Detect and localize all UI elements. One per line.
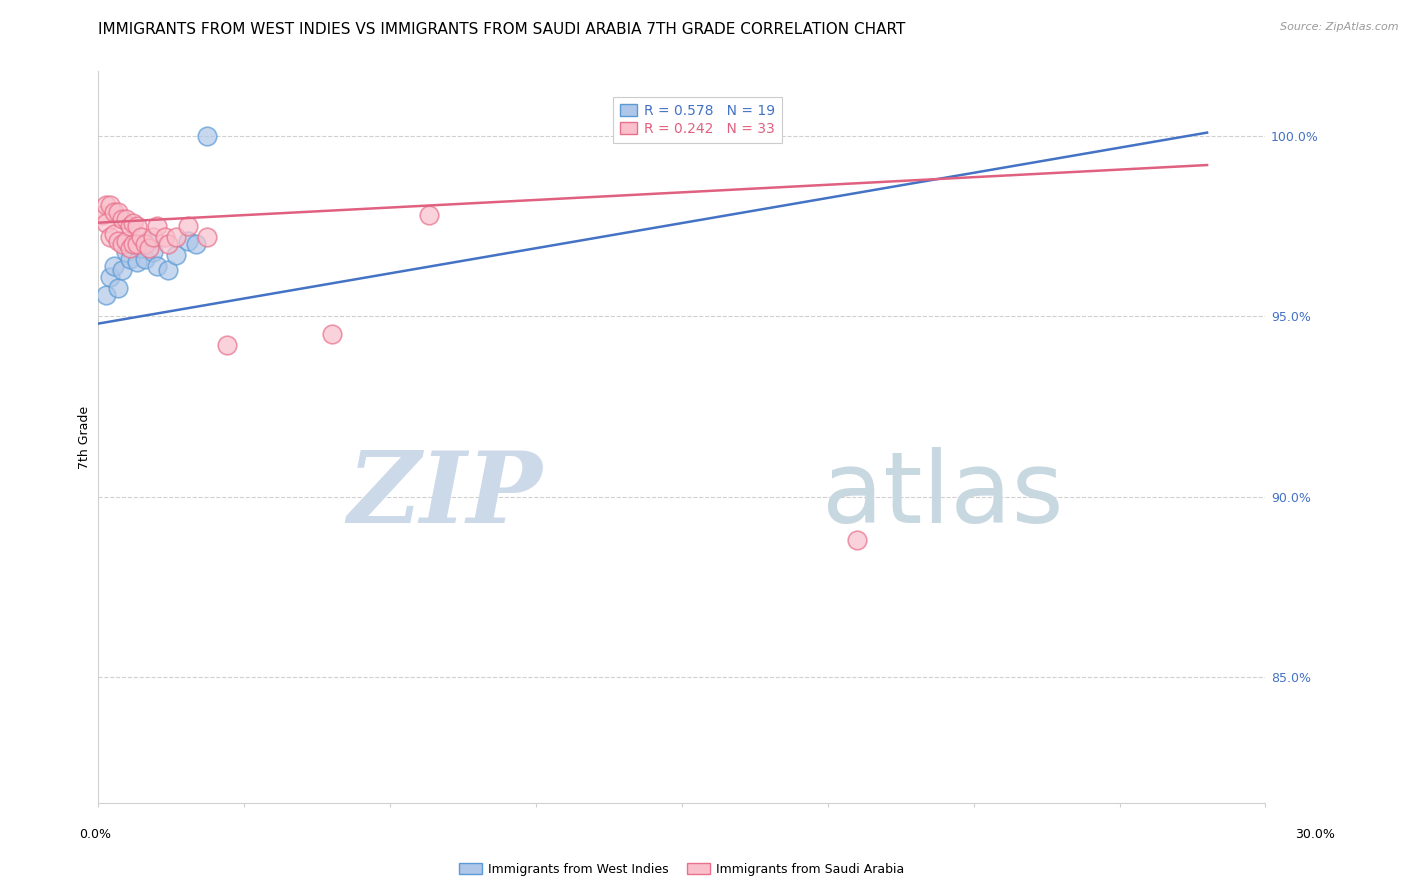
Text: Source: ZipAtlas.com: Source: ZipAtlas.com [1281,22,1399,32]
Point [118,252,141,266]
Point [184,237,207,252]
Point [142,230,165,244]
Point [165,230,187,244]
Point [107,280,129,294]
Point [98,269,121,284]
Point [127,255,149,269]
Point [846,533,869,547]
Point [153,230,176,244]
Point [146,219,169,234]
Point [127,237,149,252]
Point [157,262,180,277]
Point [122,216,145,230]
Point [107,205,129,219]
Point [127,219,149,234]
Point [111,237,134,252]
Legend: Immigrants from West Indies, Immigrants from Saudi Arabia: Immigrants from West Indies, Immigrants … [454,858,910,880]
Point [98,230,121,244]
Point [114,244,136,259]
Point [177,234,200,248]
Point [129,241,152,255]
Point [122,237,145,252]
Point [114,212,136,227]
Point [146,259,169,273]
Point [195,129,218,144]
Text: 30.0%: 30.0% [1295,828,1334,840]
Y-axis label: 7th Grade: 7th Grade [79,406,91,468]
Point [157,237,180,252]
Point [118,241,141,255]
Point [138,234,160,248]
Text: 0.0%: 0.0% [80,828,111,840]
Point [96,287,118,301]
Point [195,230,218,244]
Point [103,259,125,273]
Point [418,209,440,223]
Point [321,327,343,342]
Point [129,230,152,244]
Point [111,212,134,227]
Point [215,338,238,352]
Point [91,209,114,223]
Point [122,237,145,252]
Point [111,262,134,277]
Point [103,205,125,219]
Point [177,219,200,234]
Text: atlas: atlas [823,447,1063,544]
Point [96,197,118,211]
Point [96,216,118,230]
Point [138,241,160,255]
Point [165,248,187,262]
Point [134,252,156,266]
Point [103,227,125,241]
Text: IMMIGRANTS FROM WEST INDIES VS IMMIGRANTS FROM SAUDI ARABIA 7TH GRADE CORRELATIO: IMMIGRANTS FROM WEST INDIES VS IMMIGRANT… [98,22,905,37]
Text: ZIP: ZIP [347,448,541,544]
Point [118,219,141,234]
Point [142,244,165,259]
Point [107,234,129,248]
Point [98,197,121,211]
Point [134,237,156,252]
Point [114,234,136,248]
